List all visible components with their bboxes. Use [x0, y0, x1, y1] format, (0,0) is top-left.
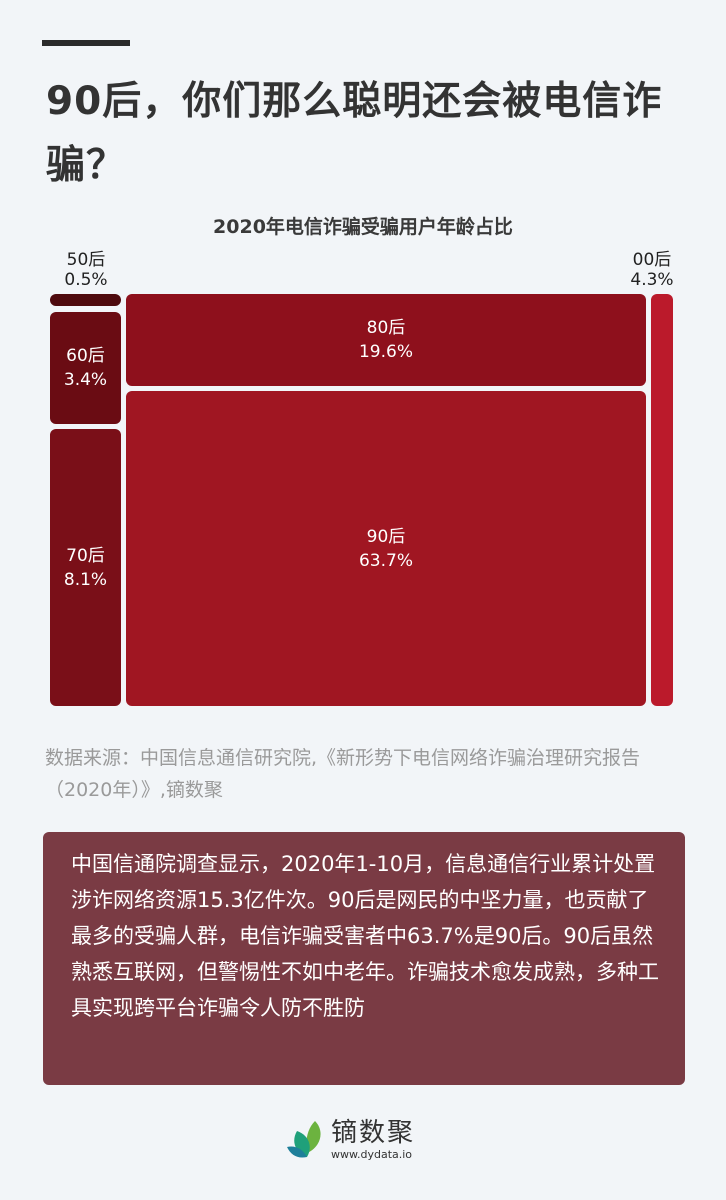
tile-60s-value: 3.4% — [63, 370, 108, 390]
label-00s-value: 4.3% — [630, 270, 674, 290]
summary-box: 中国信通院调查显示，2020年1-10月，信息通信行业累计处置涉诈网络资源15.… — [43, 832, 685, 1085]
label-50s-category: 50后 — [66, 250, 106, 270]
brand-url: www.dydata.io — [331, 1147, 413, 1161]
page-title: 90后，你们那么聪明还会被电信诈骗？ — [46, 79, 663, 188]
tile-90s: 90后 63.7% — [126, 391, 646, 706]
chart-title: 2020年电信诈骗受骗用户年龄占比 — [213, 216, 513, 238]
tile-70s: 70后 8.1% — [50, 429, 121, 706]
tile-90s-value: 63.7% — [358, 550, 413, 571]
tile-70s-value: 8.1% — [63, 569, 108, 590]
label-50s: 50后 0.5% — [50, 250, 122, 290]
tile-80s: 80后 19.6% — [126, 294, 646, 386]
data-source: 数据来源：中国信息通信研究院,《新形势下电信网络诈骗治理研究报告（2020年）》… — [45, 747, 641, 801]
tile-80s-category: 80后 — [366, 318, 406, 338]
top-rule-divider — [42, 40, 130, 46]
tile-60s-category: 60后 — [66, 346, 105, 366]
summary-text: 中国信通院调查显示，2020年1-10月，信息通信行业累计处置涉诈网络资源15.… — [71, 852, 659, 1020]
tile-00s — [651, 294, 673, 706]
label-00s-category: 00后 — [632, 250, 672, 270]
tile-80s-value: 19.6% — [358, 342, 413, 362]
label-50s-value: 0.5% — [64, 270, 108, 290]
tile-90s-category: 90后 — [366, 526, 406, 547]
brand-name: 镝数聚 — [331, 1117, 416, 1148]
label-00s: 00后 4.3% — [624, 250, 680, 290]
brand-footer: 镝数聚 www.dydata.io — [285, 1117, 415, 1161]
tile-60s: 60后 3.4% — [50, 312, 121, 424]
tile-50s — [50, 294, 121, 306]
leaf-logo-icon — [287, 1121, 321, 1158]
tile-70s-category: 70后 — [66, 545, 105, 566]
